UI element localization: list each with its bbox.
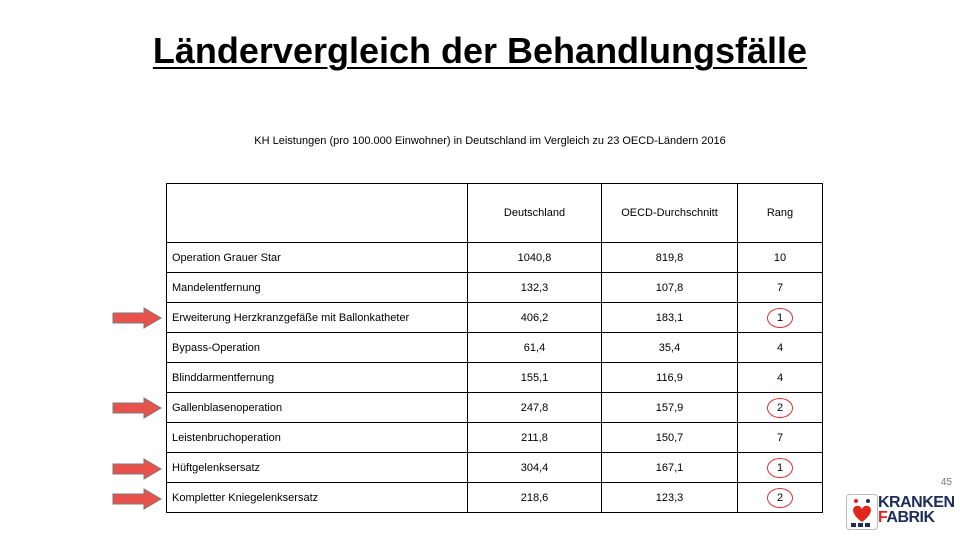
rang-value: 10 bbox=[773, 251, 787, 264]
cell-rang: 1 bbox=[737, 302, 823, 333]
logo-text-line2: FABRIK bbox=[878, 509, 935, 527]
rang-value-circled: 2 bbox=[767, 487, 793, 508]
table-row: Hüftgelenksersatz 304,4 167,1 1 bbox=[166, 452, 823, 483]
table-row: Blinddarmentfernung 155,1 116,9 4 bbox=[166, 362, 823, 393]
rang-value: 7 bbox=[776, 281, 784, 294]
rang-value: 4 bbox=[776, 371, 784, 384]
cell-deutschland: 247,8 bbox=[467, 392, 602, 423]
row-label: Gallenblasenoperation bbox=[166, 392, 468, 423]
row-label: Kompletter Kniegelenksersatz bbox=[166, 482, 468, 513]
table-row: Kompletter Kniegelenksersatz 218,6 123,3… bbox=[166, 482, 823, 513]
cell-deutschland: 304,4 bbox=[467, 452, 602, 483]
logo-f-letter: F bbox=[878, 509, 887, 526]
header-oecd: OECD-Durchschnitt bbox=[601, 183, 738, 243]
cell-oecd: 35,4 bbox=[601, 332, 738, 363]
cell-oecd: 107,8 bbox=[601, 272, 738, 303]
cell-rang: 2 bbox=[737, 482, 823, 513]
cell-oecd: 167,1 bbox=[601, 452, 738, 483]
header-deutschland: Deutschland bbox=[467, 183, 602, 243]
row-label: Blinddarmentfernung bbox=[166, 362, 468, 393]
rang-value: 4 bbox=[776, 341, 784, 354]
cell-oecd: 819,8 bbox=[601, 242, 738, 273]
cell-rang: 1 bbox=[737, 452, 823, 483]
table-caption: KH Leistungen (pro 100.000 Einwohner) in… bbox=[254, 135, 726, 147]
cell-rang: 4 bbox=[737, 332, 823, 363]
arrow-right-icon bbox=[112, 488, 162, 510]
row-label: Bypass-Operation bbox=[166, 332, 468, 363]
logo-text-line1: KRANKEN bbox=[878, 494, 955, 511]
cell-deutschland: 155,1 bbox=[467, 362, 602, 393]
rang-value-circled: 1 bbox=[767, 457, 793, 478]
rang-value-circled: 2 bbox=[767, 397, 793, 418]
table-row: Leistenbruchoperation 211,8 150,7 7 bbox=[166, 422, 823, 453]
cell-rang: 10 bbox=[737, 242, 823, 273]
arrow-right-icon bbox=[112, 458, 162, 480]
cell-rang: 2 bbox=[737, 392, 823, 423]
cell-rang: 7 bbox=[737, 272, 823, 303]
rang-value: 7 bbox=[776, 431, 784, 444]
comparison-table: Deutschland OECD-Durchschnitt Rang Opera… bbox=[166, 183, 823, 513]
cell-deutschland: 406,2 bbox=[467, 302, 602, 333]
table-row: Bypass-Operation 61,4 35,4 4 bbox=[166, 332, 823, 363]
row-label: Mandelentfernung bbox=[166, 272, 468, 303]
table-row: Operation Grauer Star 1040,8 819,8 10 bbox=[166, 242, 823, 273]
cell-oecd: 150,7 bbox=[601, 422, 738, 453]
cell-oecd: 157,9 bbox=[601, 392, 738, 423]
header-empty-cell bbox=[166, 183, 468, 243]
cell-rang: 4 bbox=[737, 362, 823, 393]
rang-value-circled: 1 bbox=[767, 307, 793, 328]
cell-oecd: 183,1 bbox=[601, 302, 738, 333]
table-row: Erweiterung Herzkranzgefäße mit Ballonka… bbox=[166, 302, 823, 333]
cell-deutschland: 211,8 bbox=[467, 422, 602, 453]
krankenfabrik-logo: KRANKEN FABRIK bbox=[846, 492, 955, 532]
logo-mark-icon bbox=[846, 494, 878, 530]
row-label: Erweiterung Herzkranzgefäße mit Ballonka… bbox=[166, 302, 468, 333]
table-row: Mandelentfernung 132,3 107,8 7 bbox=[166, 272, 823, 303]
cell-deutschland: 1040,8 bbox=[467, 242, 602, 273]
cell-oecd: 123,3 bbox=[601, 482, 738, 513]
row-label: Leistenbruchoperation bbox=[166, 422, 468, 453]
cell-deutschland: 132,3 bbox=[467, 272, 602, 303]
cell-oecd: 116,9 bbox=[601, 362, 738, 393]
row-label: Operation Grauer Star bbox=[166, 242, 468, 273]
logo-abrik: ABRIK bbox=[886, 509, 935, 526]
arrow-right-icon bbox=[112, 397, 162, 419]
table-header-row: Deutschland OECD-Durchschnitt Rang bbox=[166, 183, 823, 243]
page-number: 45 bbox=[940, 477, 952, 488]
table-row: Gallenblasenoperation 247,8 157,9 2 bbox=[166, 392, 823, 423]
slide-title: Ländervergleich der Behandlungsfälle bbox=[152, 30, 808, 71]
row-label: Hüftgelenksersatz bbox=[166, 452, 468, 483]
cell-deutschland: 218,6 bbox=[467, 482, 602, 513]
arrow-right-icon bbox=[112, 307, 162, 329]
cell-deutschland: 61,4 bbox=[467, 332, 602, 363]
header-rang: Rang bbox=[737, 183, 823, 243]
cell-rang: 7 bbox=[737, 422, 823, 453]
